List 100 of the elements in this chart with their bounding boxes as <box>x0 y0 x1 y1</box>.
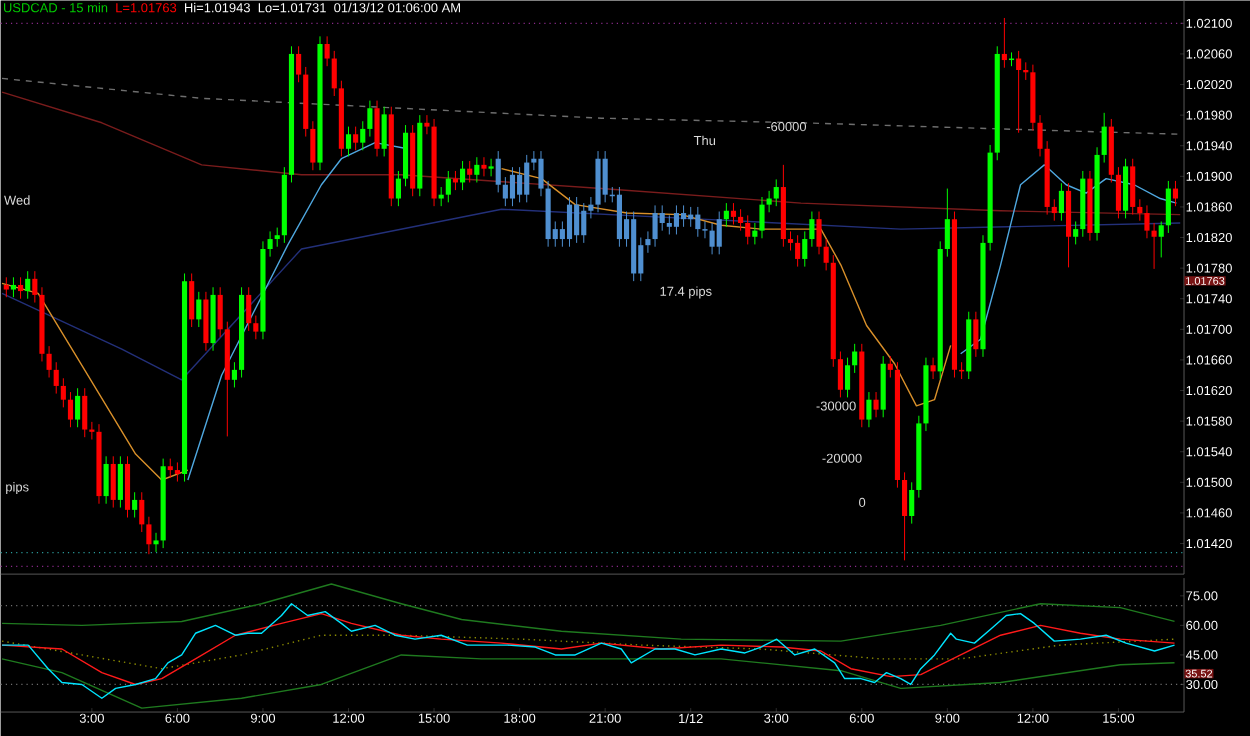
candlestick <box>1158 220 1164 258</box>
candlestick <box>174 461 180 483</box>
candlestick <box>75 387 81 428</box>
candlestick <box>873 391 879 418</box>
candlestick <box>296 45 302 83</box>
candlestick <box>445 170 451 203</box>
candlestick <box>82 387 88 438</box>
candlestick <box>652 204 658 248</box>
candlestick <box>816 211 822 255</box>
candlestick <box>1115 166 1122 219</box>
candlestick <box>823 238 829 271</box>
candlestick <box>18 276 24 300</box>
candlestick <box>488 158 494 177</box>
candlestick <box>132 491 138 519</box>
candlestick <box>467 160 473 183</box>
candlestick <box>880 355 886 418</box>
candlestick <box>246 286 252 332</box>
candlestick <box>1165 180 1171 234</box>
candlestick <box>353 126 359 151</box>
candlestick <box>1058 182 1064 222</box>
candlestick <box>10 276 17 298</box>
candlestick <box>802 230 808 268</box>
candlestick <box>167 458 173 479</box>
candlestick <box>110 455 116 509</box>
candlestick <box>509 166 516 207</box>
candlestick <box>367 100 373 138</box>
candlestick <box>602 150 608 203</box>
candlestick <box>1065 182 1072 268</box>
candlestick <box>795 234 801 268</box>
candlestick <box>139 491 145 533</box>
candlestick <box>1073 220 1079 245</box>
candlestick <box>217 286 223 338</box>
candlestick <box>517 166 523 203</box>
candlestick <box>574 196 580 244</box>
candlestick <box>1016 50 1022 134</box>
candlestick <box>909 481 915 525</box>
candlestick <box>695 206 701 238</box>
candlestick <box>673 204 680 235</box>
candlestick <box>103 455 109 505</box>
candlestick <box>852 343 858 374</box>
candlestick <box>581 202 587 244</box>
candlestick <box>481 156 487 177</box>
candlestick <box>231 361 238 388</box>
candlestick <box>360 120 366 151</box>
candlestick <box>203 291 209 352</box>
candlestick <box>666 214 672 235</box>
candlestick <box>902 471 908 561</box>
candlestick <box>53 361 59 395</box>
candlestick <box>67 391 74 428</box>
candlestick <box>973 311 979 358</box>
candlestick <box>681 204 687 228</box>
candlestick <box>566 196 573 248</box>
candlestick <box>745 214 751 245</box>
candlestick <box>759 196 765 239</box>
candlestick <box>395 170 401 207</box>
candlestick <box>1001 17 1007 69</box>
candlestick <box>374 100 380 157</box>
candlestick <box>787 230 794 252</box>
candlestick <box>716 211 722 255</box>
candlestick <box>1172 180 1179 207</box>
candlestick <box>738 208 744 232</box>
candlestick <box>1137 198 1143 222</box>
candlestick <box>324 35 330 67</box>
candlestick <box>773 178 779 207</box>
candlestick <box>844 357 851 398</box>
candlestick <box>345 126 352 157</box>
candlestick <box>709 222 715 255</box>
candlestick <box>196 291 202 328</box>
candlestick <box>1051 198 1057 222</box>
candlestick <box>495 150 501 193</box>
candlestick <box>402 124 409 187</box>
candlestick <box>659 204 665 232</box>
candlestick <box>502 176 508 207</box>
candlestick <box>124 455 131 519</box>
candlestick <box>866 391 872 428</box>
candlestick <box>474 156 480 183</box>
candlestick <box>146 516 152 555</box>
candlestick <box>1101 112 1107 164</box>
candlestick <box>25 270 31 300</box>
candlestick <box>60 377 66 408</box>
candlestick <box>274 227 280 248</box>
candlestick <box>381 106 387 157</box>
candlestick <box>460 160 466 191</box>
candlestick <box>723 202 729 228</box>
candlestick <box>524 154 530 203</box>
candlestick <box>930 357 936 380</box>
candlestick <box>730 202 737 226</box>
candlestick <box>595 150 601 213</box>
candlestick <box>616 186 622 248</box>
candlestick <box>189 272 195 328</box>
candlestick <box>944 188 950 258</box>
candlestick <box>3 276 9 298</box>
candlestick <box>32 270 38 304</box>
candlestick <box>253 315 259 340</box>
candlestick <box>887 355 893 379</box>
candlestick <box>837 351 843 398</box>
candlestick <box>438 186 444 207</box>
candlestick <box>117 455 123 509</box>
candlestick <box>1123 158 1129 219</box>
candlestick <box>153 532 159 553</box>
